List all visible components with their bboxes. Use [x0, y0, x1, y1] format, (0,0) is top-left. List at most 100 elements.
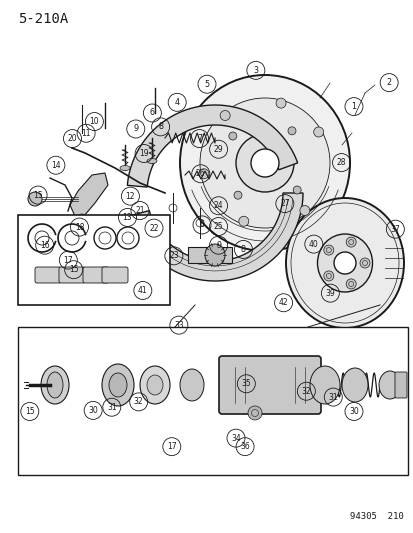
- Text: 5-210A: 5-210A: [18, 12, 68, 26]
- Text: 15: 15: [25, 407, 35, 416]
- Text: 36: 36: [240, 442, 249, 451]
- Text: 5: 5: [204, 80, 209, 88]
- Text: 3: 3: [253, 66, 258, 75]
- Circle shape: [313, 127, 323, 137]
- Text: 26: 26: [195, 169, 205, 178]
- Ellipse shape: [199, 98, 329, 228]
- Text: 22: 22: [149, 224, 158, 232]
- FancyBboxPatch shape: [35, 267, 61, 283]
- Text: 40: 40: [308, 240, 318, 248]
- Polygon shape: [70, 173, 108, 223]
- Text: 15: 15: [33, 191, 43, 199]
- Text: 18: 18: [75, 223, 84, 231]
- Ellipse shape: [120, 166, 130, 171]
- Text: 34: 34: [230, 434, 240, 442]
- Text: 12: 12: [126, 192, 135, 200]
- Text: 33: 33: [173, 321, 183, 329]
- Ellipse shape: [204, 244, 224, 266]
- Text: 35: 35: [241, 379, 251, 388]
- Circle shape: [220, 110, 230, 120]
- Ellipse shape: [317, 234, 372, 292]
- Ellipse shape: [333, 252, 355, 274]
- FancyBboxPatch shape: [394, 372, 406, 398]
- Polygon shape: [130, 193, 302, 281]
- Ellipse shape: [41, 366, 69, 404]
- FancyBboxPatch shape: [59, 267, 85, 283]
- Circle shape: [275, 98, 285, 108]
- Ellipse shape: [180, 75, 349, 251]
- Text: 94305  210: 94305 210: [349, 512, 403, 521]
- Ellipse shape: [341, 368, 367, 402]
- Text: 17: 17: [63, 256, 73, 264]
- Ellipse shape: [378, 371, 400, 399]
- Ellipse shape: [250, 149, 278, 177]
- Text: 8: 8: [240, 245, 245, 254]
- Text: 41: 41: [138, 286, 147, 295]
- Circle shape: [199, 169, 209, 179]
- Circle shape: [233, 191, 242, 199]
- Text: 30: 30: [348, 407, 358, 416]
- Ellipse shape: [180, 369, 204, 401]
- Polygon shape: [127, 105, 297, 187]
- Ellipse shape: [109, 373, 127, 397]
- Circle shape: [238, 216, 248, 227]
- FancyBboxPatch shape: [60, 221, 140, 253]
- Text: 28: 28: [336, 158, 345, 167]
- Text: 1: 1: [351, 102, 356, 111]
- Circle shape: [292, 186, 300, 194]
- Ellipse shape: [140, 366, 170, 404]
- Text: 27: 27: [279, 199, 289, 208]
- FancyBboxPatch shape: [218, 356, 320, 414]
- Bar: [18, 327, 407, 475]
- Text: 19: 19: [139, 149, 149, 158]
- Text: 7: 7: [197, 134, 202, 143]
- Text: 23: 23: [169, 252, 178, 260]
- Circle shape: [299, 206, 309, 215]
- Text: 20: 20: [67, 134, 77, 143]
- Text: 10: 10: [89, 117, 99, 126]
- Circle shape: [247, 406, 261, 420]
- Circle shape: [77, 214, 87, 224]
- Ellipse shape: [134, 226, 146, 248]
- Text: 14: 14: [51, 161, 61, 169]
- Text: 13: 13: [122, 213, 132, 222]
- Circle shape: [345, 237, 355, 247]
- Text: 25: 25: [213, 222, 223, 231]
- Text: 2: 2: [386, 78, 391, 87]
- Circle shape: [323, 245, 333, 255]
- Text: 39: 39: [325, 289, 335, 297]
- Text: 37: 37: [389, 225, 399, 233]
- Circle shape: [228, 132, 236, 140]
- Text: 6: 6: [199, 221, 204, 229]
- Text: 32: 32: [301, 387, 311, 395]
- Text: 9: 9: [133, 125, 138, 133]
- Circle shape: [345, 279, 355, 289]
- Circle shape: [323, 271, 333, 281]
- Text: 15: 15: [69, 265, 78, 274]
- Ellipse shape: [48, 226, 60, 248]
- Text: 17: 17: [166, 442, 176, 451]
- FancyBboxPatch shape: [83, 267, 109, 283]
- Ellipse shape: [47, 372, 63, 398]
- Text: 11: 11: [81, 129, 90, 138]
- Bar: [18, 215, 170, 305]
- Ellipse shape: [147, 375, 163, 395]
- Text: 31: 31: [328, 393, 337, 401]
- Circle shape: [359, 258, 369, 268]
- Circle shape: [287, 127, 295, 135]
- FancyBboxPatch shape: [102, 267, 128, 283]
- Text: 6: 6: [150, 109, 154, 117]
- Ellipse shape: [285, 198, 403, 328]
- Text: 8: 8: [158, 123, 163, 131]
- Text: 16: 16: [40, 241, 50, 249]
- Text: 32: 32: [133, 398, 143, 406]
- Ellipse shape: [235, 134, 293, 192]
- Circle shape: [28, 192, 42, 206]
- Text: 9: 9: [216, 241, 221, 249]
- Bar: [67, 228, 133, 246]
- Bar: [188, 247, 231, 263]
- Text: 30: 30: [88, 406, 98, 415]
- Ellipse shape: [147, 158, 157, 164]
- Text: 29: 29: [213, 145, 223, 154]
- Text: 24: 24: [213, 201, 223, 210]
